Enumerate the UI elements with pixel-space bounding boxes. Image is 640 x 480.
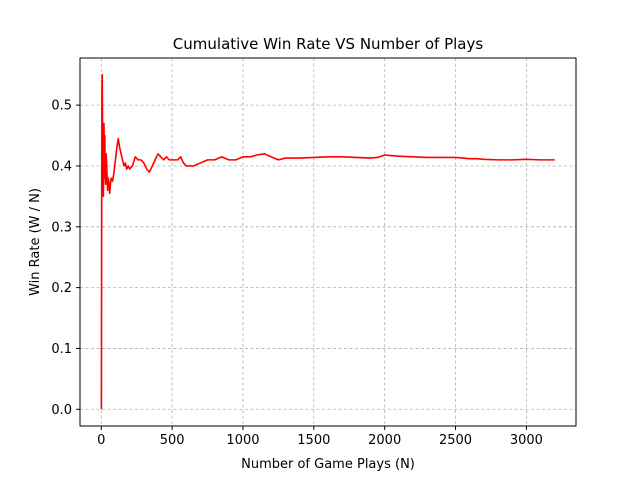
x-tick-label: 1000 xyxy=(226,433,259,448)
y-tick-label: 0.1 xyxy=(51,342,72,357)
x-tick-label: 2000 xyxy=(368,433,401,448)
y-tick-label: 0.4 xyxy=(51,159,72,174)
y-tick-label: 0.0 xyxy=(51,403,72,418)
x-axis-label: Number of Game Plays (N) xyxy=(241,457,415,472)
x-tick-label: 2500 xyxy=(439,433,472,448)
y-tick-label: 0.3 xyxy=(51,220,72,235)
y-axis-label: Win Rate (W / N) xyxy=(28,188,43,296)
x-tick-label: 3000 xyxy=(510,433,543,448)
x-tick-label: 0 xyxy=(97,433,105,448)
plot-frame xyxy=(79,57,577,427)
y-tick-label: 0.5 xyxy=(51,99,72,114)
x-tick-label: 1500 xyxy=(297,433,330,448)
y-axis: 0.0 0.1 0.2 0.3 0.4 0.5 xyxy=(51,99,80,418)
x-axis: 0 500 1000 1500 2000 2500 3000 xyxy=(97,426,543,448)
x-tick-label: 500 xyxy=(160,433,185,448)
series-layer xyxy=(100,73,555,410)
y-tick-label: 0.2 xyxy=(51,281,72,296)
series-line xyxy=(100,73,555,410)
chart-title: Cumulative Win Rate VS Number of Plays xyxy=(173,35,484,53)
grid xyxy=(80,58,576,426)
